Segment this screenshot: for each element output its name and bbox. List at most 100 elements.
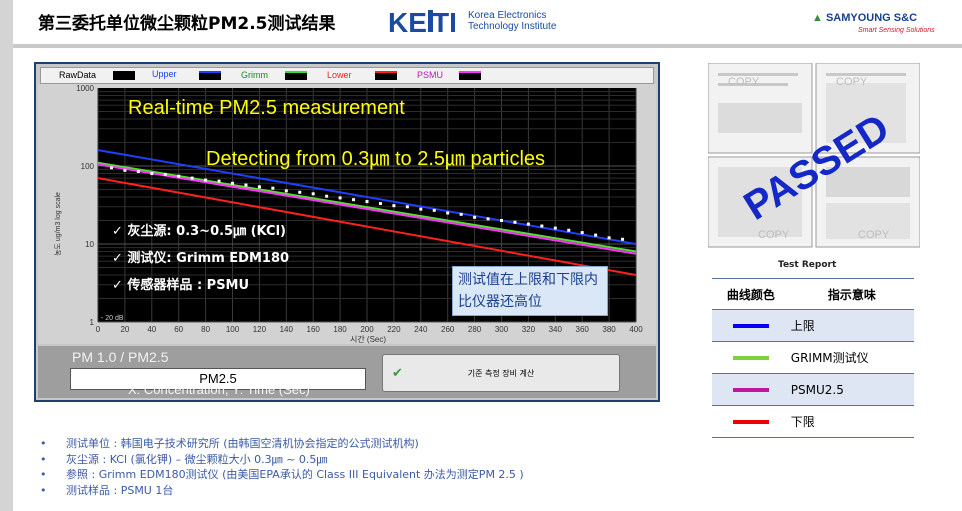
x-tick-label: 240 [414, 325, 428, 334]
rawdata-point [580, 231, 584, 235]
rawdata-point [177, 174, 181, 178]
list-item: • 测试样品 : PSMU 1台 [40, 483, 174, 497]
keti-line-1: Korea Electronics [468, 10, 547, 21]
rawdata-point [500, 219, 503, 223]
y-tick-label: 100 [81, 162, 95, 171]
rawdata-point [338, 196, 342, 200]
rawdata-point [419, 207, 423, 211]
copy-watermark: COPY [728, 76, 760, 88]
x-tick-label: 220 [387, 325, 401, 334]
legend-col-meaning: 指示意味 [789, 278, 914, 310]
x-tick-label: 20 [120, 325, 129, 334]
condition-sample: ✓ 传感器样品 : PSMU [112, 278, 250, 293]
keti-logo: KE TI [388, 6, 466, 42]
psmu-series-line [97, 163, 637, 255]
rawdata-point [567, 228, 571, 232]
note-text: 灰尘源 : KCl (氯化钾) – 微尘颗粒大小 0.3㎛ ~ 0.5㎛ [66, 452, 328, 466]
copy-watermark: COPY [758, 229, 790, 241]
page-title: 第三委托单位微尘颗粒PM2.5测试结果 [38, 14, 336, 34]
rawdata-point [594, 233, 598, 237]
note-text: 参照 : Grimm EDM180测试仪 (由美国EPA承认的 Class II… [66, 468, 524, 481]
x-tick-label: 200 [360, 325, 374, 334]
keti-name: Korea Electronics Technology Institute [468, 10, 556, 32]
x-tick-label: 300 [495, 325, 509, 334]
rawdata-point [217, 179, 221, 183]
pm-selector-title: PM 1.0 / PM2.5 [72, 349, 169, 365]
overlay-title-1: Real-time PM2.5 measurement [128, 97, 405, 119]
rawdata-point [284, 189, 288, 193]
reference-calc-button[interactable]: 기준 측정 장비 계산 [382, 354, 620, 392]
copy-watermark: COPY [858, 229, 890, 241]
x-tick-label: 140 [280, 325, 294, 334]
y-tick-label: 10 [85, 240, 94, 249]
check-arrow-icon: ✔ [392, 366, 403, 381]
upper-series-line [97, 149, 637, 245]
legend-row-grimm: GRIMM测试仪 [712, 341, 914, 374]
left-accent-bar [0, 0, 13, 511]
curve-legend-table: 曲线颜色 指示意味 上限 GRIMM测试仪 PSMU2.5 下限 [712, 278, 914, 438]
db-note: - 20 dB [101, 315, 124, 322]
rawdata-point [365, 200, 369, 204]
copy-watermark: COPY [836, 76, 868, 88]
test-conditions-list: ✓ 灰尘源: 0.3~0.5㎛ (KCl) ✓ 测试仪: Grimm EDM18… [112, 218, 289, 299]
chart-legend-bar: RawData Upper Grimm Lower PSMU [40, 67, 654, 84]
svg-text:KE: KE [388, 7, 427, 38]
rawdata-point [473, 215, 477, 219]
legend-swatch-grimm [285, 71, 307, 80]
x-tick-label: 60 [174, 325, 183, 334]
legend-swatch-psmu [459, 71, 481, 80]
rawdata-point [352, 198, 356, 202]
reference-calc-label: 기준 측정 장비 계산 [467, 369, 535, 378]
rawdata-point [109, 166, 113, 170]
rawdata-point [486, 217, 490, 221]
x-tick-label: 160 [307, 325, 321, 334]
rawdata-point [513, 220, 517, 224]
axis-note-overlay: X: Concentration, Y: Time (Sec) [128, 382, 310, 397]
x-tick-label: 0 [96, 325, 101, 334]
pm-value-field[interactable]: PM2.5 [70, 368, 366, 390]
legend-meaning-lower: 下限 [789, 405, 914, 438]
rawdata-point [621, 237, 625, 241]
keti-line-2: Technology Institute [468, 21, 557, 32]
rawdata-point [526, 222, 530, 226]
overlay-title-2: Detecting from 0.3㎛ to 2.5㎛ particles [206, 148, 546, 170]
rawdata-point [257, 185, 261, 189]
rawdata-point [446, 211, 450, 215]
grimm-series-line [97, 161, 637, 253]
x-tick-label: 340 [549, 325, 563, 334]
legend-row-lower: 下限 [712, 405, 914, 438]
legend-label-grimm: Grimm [241, 70, 268, 80]
swatch-psmu [732, 387, 769, 392]
x-tick-label: 380 [602, 325, 616, 334]
legend-label-psmu: PSMU [417, 70, 444, 80]
legend-label-rawdata: RawData [59, 70, 97, 80]
rawdata-point [136, 170, 140, 174]
legend-swatch-upper [199, 71, 221, 80]
y-axis-label: 농도 ug/m3 log scale [54, 192, 62, 256]
x-tick-label: 40 [147, 325, 156, 334]
y-tick-label: 1000 [76, 84, 94, 93]
note-text: 测试单位 : 韩国电子技术研究所 (由韩国空清机协会指定的公式测试机构) [66, 437, 419, 450]
swatch-lower [732, 419, 769, 424]
x-tick-label: 280 [468, 325, 482, 334]
swatch-grimm [732, 355, 769, 360]
legend-meaning-psmu: PSMU2.5 [789, 373, 914, 406]
rawdata-point [163, 172, 167, 176]
rawdata-point [311, 192, 315, 196]
rawdata-point [378, 202, 382, 206]
condition-instrument: ✓ 测试仪: Grimm EDM180 [112, 251, 290, 266]
x-tick-label: 120 [253, 325, 267, 334]
legend-swatch-rawdata [113, 71, 135, 80]
svg-text:TI: TI [432, 7, 457, 38]
x-tick-label: 80 [201, 325, 210, 334]
legend-swatch-lower [375, 71, 397, 80]
list-item: • 参照 : Grimm EDM180测试仪 (由美国EPA承认的 Class I… [40, 468, 524, 481]
x-tick-label: 100 [226, 325, 240, 334]
rawdata-point [244, 183, 248, 187]
rawdata-point [123, 168, 127, 172]
rawdata-point [150, 172, 154, 176]
result-callout: 测试值在上限和下限内比仪器还高位 [452, 266, 608, 316]
rawdata-point [405, 205, 409, 209]
x-tick-label: 180 [333, 325, 347, 334]
samyoung-tagline: Smart Sensing Solutions [858, 27, 935, 34]
